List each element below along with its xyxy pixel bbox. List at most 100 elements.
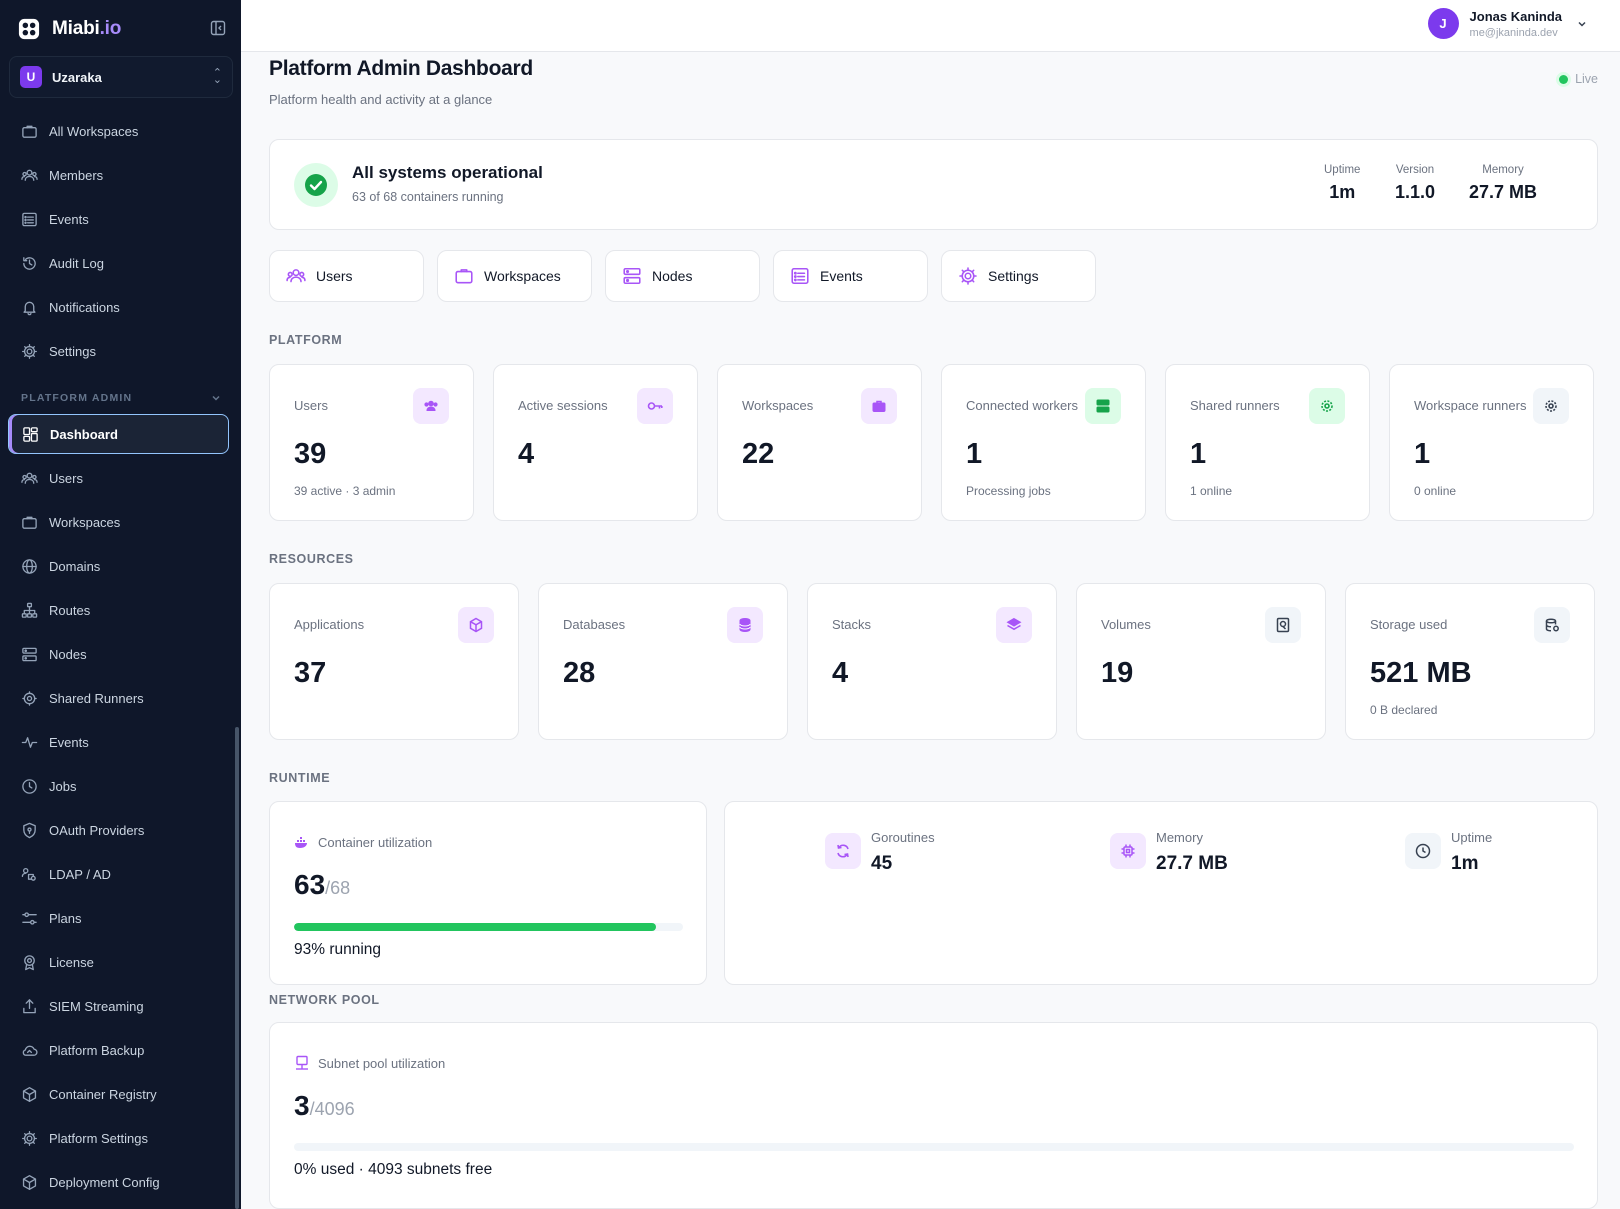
- live-label: Live: [1575, 72, 1598, 86]
- sidebar-item-all-workspaces[interactable]: All Workspaces: [8, 111, 229, 151]
- utilization-progress-bar: [294, 923, 683, 931]
- sidebar-item-label: Users: [49, 470, 83, 486]
- platform-admin-section-toggle[interactable]: PLATFORM ADMIN: [21, 392, 221, 404]
- stat-value: 27.7 MB: [1469, 182, 1538, 202]
- sidebar-item-ldap-ad[interactable]: LDAP / AD: [8, 854, 229, 894]
- sidebar-item-label: Plans: [49, 910, 82, 926]
- metric-label: Databases: [563, 617, 626, 632]
- sidebar-item-deployment-config[interactable]: Deployment Config: [8, 1162, 229, 1202]
- stat-label: Uptime: [1451, 830, 1493, 845]
- stat-value: 1.1.0: [1395, 182, 1436, 202]
- metric-label: Shared runners: [1190, 398, 1280, 413]
- metric-value: 1: [1190, 438, 1207, 470]
- sidebar-item-shared-runners[interactable]: Shared Runners: [8, 678, 229, 718]
- metric-subtext: Processing jobs: [966, 484, 1051, 498]
- memory-stat: Memory 27.7 MB: [1469, 164, 1537, 203]
- utilization-header: Container utilization: [294, 834, 432, 850]
- section-label: PLATFORM ADMIN: [21, 392, 133, 404]
- sidebar-item-label: Jobs: [49, 778, 77, 794]
- user-network-icon: [21, 867, 36, 881]
- sidebar-item-platform-backup[interactable]: Platform Backup: [8, 1030, 229, 1070]
- sidebar-item-settings[interactable]: Settings: [8, 331, 229, 371]
- sidebar-scrollbar[interactable]: [235, 727, 239, 1209]
- sidebar-item-routes[interactable]: Routes: [8, 590, 229, 630]
- utilization-caption: 93% running: [294, 941, 382, 958]
- cog-icon: [22, 690, 37, 706]
- docker-icon: [295, 837, 307, 848]
- sidebar-item-members[interactable]: Members: [8, 155, 229, 195]
- sidebar-item-jobs[interactable]: Jobs: [8, 766, 229, 806]
- metric-card-databases: Databases 28: [538, 583, 788, 740]
- users-icon: [286, 269, 306, 283]
- list-icon: [22, 212, 37, 226]
- metric-value: 19: [1101, 657, 1134, 689]
- quick-link-events[interactable]: Events: [773, 250, 928, 302]
- pulse-icon: [21, 736, 38, 748]
- metric-card-volumes: Volumes 19: [1076, 583, 1326, 740]
- sidebar-item-label: Settings: [49, 343, 96, 359]
- sidebar-item-events[interactable]: Events: [8, 199, 229, 239]
- quick-link-settings[interactable]: Settings: [941, 250, 1096, 302]
- clock-icon: [22, 778, 37, 794]
- sidebar-item-label: Dashboard: [50, 426, 118, 442]
- user-name: Jonas Kaninda: [1469, 8, 1562, 24]
- sidebar-item-label: Nodes: [49, 646, 87, 662]
- sidebar-item-label: Container Registry: [49, 1086, 157, 1102]
- workspace-switcher[interactable]: U Uzaraka ⌃ ⌄: [9, 56, 233, 98]
- page-subtitle: Platform health and activity at a glance: [269, 92, 493, 107]
- users-icon: [21, 472, 38, 484]
- sidebar-item-nodes[interactable]: Nodes: [8, 634, 229, 674]
- user-email: me@jkaninda.dev: [1469, 26, 1558, 39]
- sidebar-item-notifications[interactable]: Notifications: [8, 287, 229, 327]
- sidebar-item-dashboard[interactable]: Dashboard: [8, 414, 229, 454]
- briefcase-icon: [22, 516, 37, 529]
- bell-icon: [23, 301, 36, 315]
- quick-link-label: Nodes: [652, 268, 693, 284]
- stat-value: 27.7 MB: [1156, 853, 1228, 874]
- refresh-icon: [825, 833, 861, 869]
- collapse-sidebar-button[interactable]: [208, 18, 228, 38]
- stat-label: Version: [1395, 164, 1435, 176]
- section-heading-resources: RESOURCES: [269, 552, 354, 566]
- sidebar-item-audit-log[interactable]: Audit Log: [8, 243, 229, 283]
- sidebar-item-license[interactable]: License: [8, 942, 229, 982]
- quick-link-users[interactable]: Users: [269, 250, 424, 302]
- metric-card-users: Users 39 39 active · 3 admin: [269, 364, 474, 521]
- metric-value: 37: [294, 657, 327, 689]
- quick-link-nodes[interactable]: Nodes: [605, 250, 760, 302]
- users-icon: [21, 169, 38, 181]
- quick-link-workspaces[interactable]: Workspaces: [437, 250, 592, 302]
- brand[interactable]: Miabi.io: [18, 14, 121, 44]
- status-subtitle: 63 of 68 containers running: [352, 190, 504, 204]
- avatar: J: [1427, 8, 1459, 39]
- metric-value: 28: [563, 657, 596, 689]
- metric-label: Workspace runners: [1414, 398, 1527, 413]
- metric-value: 4: [832, 657, 849, 689]
- sidebar-item-users[interactable]: Users: [8, 458, 229, 498]
- user-menu[interactable]: J Jonas Kaninda me@jkaninda.dev: [1427, 8, 1588, 39]
- sidebar-item-label: Routes: [49, 602, 91, 618]
- sidebar-item-siem-streaming[interactable]: SIEM Streaming: [8, 986, 229, 1026]
- metric-value: 4: [518, 438, 535, 470]
- sidebar-item-workspaces[interactable]: Workspaces: [8, 502, 229, 542]
- sidebar-item-domains[interactable]: Domains: [8, 546, 229, 586]
- sidebar-item-container-registry[interactable]: Container Registry: [8, 1074, 229, 1114]
- metric-label: Applications: [294, 617, 365, 632]
- metric-subtext: 0 B declared: [1370, 703, 1438, 717]
- sidebar-item-oauth-providers[interactable]: OAuth Providers: [8, 810, 229, 850]
- list-icon: [791, 268, 809, 284]
- section-heading-network: NETWORK POOL: [269, 993, 380, 1007]
- metric-card-storage-used: Storage used 521 MB 0 B declared: [1345, 583, 1595, 740]
- sidebar-item-events[interactable]: Events: [8, 722, 229, 762]
- sidebar-item-platform-settings[interactable]: Platform Settings: [8, 1118, 229, 1158]
- sidebar-item-label: Platform Backup: [49, 1042, 145, 1058]
- sidebar-item-plans[interactable]: Plans: [8, 898, 229, 938]
- page-title: Platform Admin Dashboard: [269, 57, 533, 80]
- metric-value: 1: [966, 438, 983, 470]
- sidebar-item-label: Audit Log: [49, 255, 104, 271]
- chevron-down-icon: [212, 395, 220, 401]
- metric-label: Storage used: [1370, 617, 1448, 632]
- brand-name: Miabi.io: [52, 18, 122, 39]
- metric-value: 22: [742, 438, 775, 470]
- metric-value: 1: [1414, 438, 1431, 470]
